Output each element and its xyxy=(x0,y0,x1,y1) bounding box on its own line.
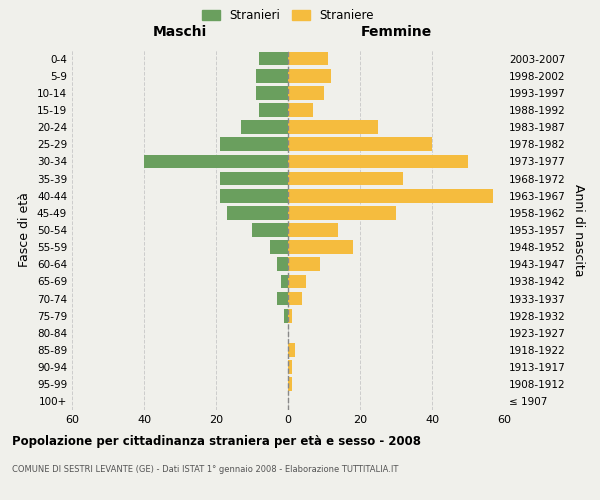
Bar xyxy=(288,69,331,82)
Bar xyxy=(277,292,288,306)
Bar xyxy=(288,378,292,391)
Bar xyxy=(256,86,288,100)
Bar xyxy=(288,172,403,185)
Bar xyxy=(220,172,288,185)
Bar xyxy=(284,309,288,322)
Bar xyxy=(256,69,288,82)
Bar xyxy=(288,223,338,237)
Bar xyxy=(259,103,288,117)
Bar xyxy=(288,274,306,288)
Bar xyxy=(220,189,288,202)
Bar xyxy=(288,86,324,100)
Y-axis label: Fasce di età: Fasce di età xyxy=(19,192,31,268)
Bar xyxy=(220,138,288,151)
Bar xyxy=(288,120,378,134)
Bar xyxy=(288,343,295,357)
Bar xyxy=(288,103,313,117)
Y-axis label: Anni di nascita: Anni di nascita xyxy=(572,184,585,276)
Bar xyxy=(288,154,468,168)
Bar xyxy=(241,120,288,134)
Bar xyxy=(277,258,288,271)
Bar xyxy=(288,240,353,254)
Bar xyxy=(259,52,288,66)
Bar xyxy=(288,206,396,220)
Bar xyxy=(288,189,493,202)
Bar xyxy=(288,292,302,306)
Text: Popolazione per cittadinanza straniera per età e sesso - 2008: Popolazione per cittadinanza straniera p… xyxy=(12,435,421,448)
Bar xyxy=(144,154,288,168)
Bar xyxy=(270,240,288,254)
Bar xyxy=(281,274,288,288)
Text: Maschi: Maschi xyxy=(153,25,207,39)
Bar xyxy=(288,258,320,271)
Legend: Stranieri, Straniere: Stranieri, Straniere xyxy=(199,6,377,25)
Bar xyxy=(288,52,328,66)
Bar xyxy=(288,138,432,151)
Text: COMUNE DI SESTRI LEVANTE (GE) - Dati ISTAT 1° gennaio 2008 - Elaborazione TUTTIT: COMUNE DI SESTRI LEVANTE (GE) - Dati IST… xyxy=(12,465,398,474)
Text: Femmine: Femmine xyxy=(361,25,431,39)
Bar xyxy=(288,309,292,322)
Bar xyxy=(252,223,288,237)
Bar xyxy=(288,360,292,374)
Bar xyxy=(227,206,288,220)
